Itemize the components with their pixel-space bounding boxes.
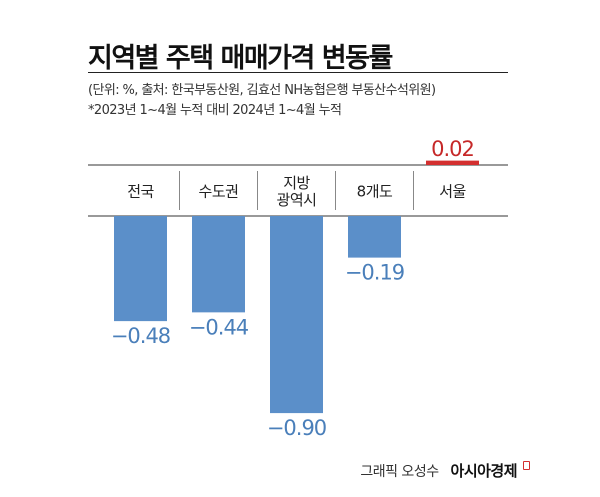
value-label: −0.19 (345, 261, 404, 285)
value-label: −0.90 (267, 416, 326, 440)
category-label: 8개도 (357, 183, 393, 201)
bar (114, 216, 167, 322)
value-label: −0.48 (111, 324, 170, 348)
category-label: 서울 (439, 183, 466, 201)
category-label: 수도권 (199, 183, 239, 201)
credit: 그래픽 오성수 아시아경제 (360, 460, 530, 481)
source-note: (단위: %, 출처: 한국부동산원, 김효선 NH농협은행 부동산수석위원) (88, 83, 436, 98)
category-label: 전국 (127, 183, 154, 201)
bar (348, 216, 401, 258)
bar (192, 216, 245, 313)
value-label: −0.44 (189, 315, 249, 339)
chart-title: 지역별 주택 매매가격 변동률 (88, 43, 393, 74)
title-divider (88, 72, 508, 73)
bar (426, 160, 479, 165)
logo-mark-icon (523, 461, 530, 470)
category-label: 지방 광역시 (277, 174, 317, 209)
bar (270, 216, 323, 414)
value-label: 0.02 (431, 137, 474, 161)
publisher-logo: 아시아경제 (450, 462, 518, 480)
graphic-credit: 그래픽 오성수 (360, 464, 439, 480)
period-note: *2023년 1~4월 누적 대비 2024년 1~4월 누적 (88, 103, 342, 118)
